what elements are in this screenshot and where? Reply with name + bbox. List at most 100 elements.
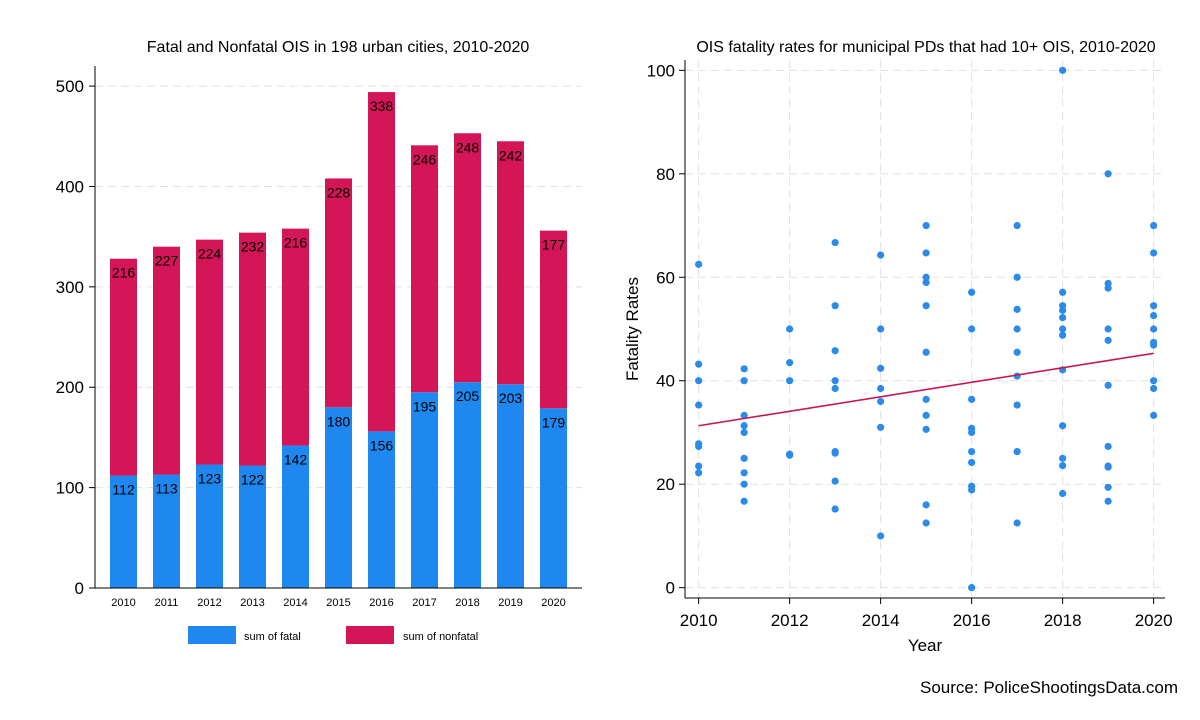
bar-nonfatal (239, 232, 266, 466)
scatter-point (1059, 306, 1067, 314)
scatter-point (1013, 273, 1021, 281)
scatter-point (1150, 311, 1158, 320)
scatter-point (831, 477, 839, 485)
bar-fatal (497, 384, 524, 588)
scatter-point (1104, 463, 1112, 471)
scatter-point (740, 497, 748, 505)
bar-nonfatal-value-label: 216 (112, 265, 136, 281)
bar-fatal-value-label: 179 (542, 414, 566, 430)
scatter-point (695, 377, 703, 385)
scatter-point (786, 377, 794, 385)
scatter-point (1104, 170, 1112, 178)
scatter-chart: OIS fatality rates for municipal PDs tha… (623, 39, 1173, 655)
scatter-point (695, 401, 703, 409)
scatter-point (1150, 221, 1158, 230)
bar-nonfatal (282, 228, 309, 446)
bar-x-tick-label: 2010 (111, 597, 135, 609)
bar-fatal-value-label: 156 (370, 437, 394, 453)
bar-nonfatal (497, 141, 524, 385)
bar-nonfatal-value-label: 248 (456, 139, 480, 155)
bar-fatal-value-label: 142 (284, 451, 308, 467)
scatter-point (740, 480, 748, 488)
bar-y-tick-label: 100 (56, 479, 84, 498)
scatter-y-tick-label: 100 (647, 61, 675, 80)
scatter-point (1059, 314, 1067, 322)
scatter-point (786, 359, 794, 367)
scatter-point (922, 395, 930, 403)
bar-fatal (540, 408, 567, 588)
scatter-point (786, 451, 794, 459)
scatter-point (922, 278, 930, 287)
scatter-point (740, 377, 748, 385)
scatter-point (831, 377, 839, 385)
scatter-point (1059, 422, 1067, 430)
bar-x-tick-label: 2013 (240, 597, 264, 609)
scatter-point (1059, 66, 1067, 74)
scatter-y-tick-label: 20 (656, 475, 675, 494)
scatter-x-tick-label: 2014 (862, 611, 900, 630)
bar-fatal-value-label: 203 (499, 390, 523, 406)
bar-nonfatal (110, 258, 137, 476)
bar-nonfatal-value-label: 232 (241, 239, 265, 255)
scatter-point (1150, 411, 1158, 419)
scatter-point (922, 302, 930, 310)
scatter-point (695, 260, 703, 268)
scatter-point (1150, 341, 1158, 349)
bar-fatal-value-label: 195 (413, 398, 437, 414)
scatter-point (1013, 325, 1021, 333)
scatter-point (1150, 384, 1158, 393)
scatter-point (1059, 461, 1067, 470)
bar-fatal-value-label: 180 (327, 413, 351, 429)
scatter-point (740, 365, 748, 373)
scatter-point (922, 519, 930, 527)
scatter-y-axis-label: Fatality Rates (623, 277, 642, 381)
scatter-chart-trend (698, 352, 1154, 427)
bar-nonfatal-value-label: 216 (284, 235, 308, 251)
scatter-point (877, 423, 885, 431)
bar-x-tick-label: 2015 (326, 597, 350, 609)
scatter-point (740, 469, 748, 477)
bar-nonfatal (454, 133, 481, 383)
scatter-chart-title: OIS fatality rates for municipal PDs tha… (696, 39, 1155, 56)
scatter-point (695, 469, 703, 477)
scatter-point (831, 302, 839, 310)
scatter-point (877, 384, 885, 393)
scatter-point (922, 273, 930, 281)
scatter-point (831, 239, 839, 247)
legend-label-nonfatal: sum of nonfatal (403, 631, 478, 643)
scatter-x-tick-label: 2020 (1135, 611, 1173, 630)
bar-nonfatal (411, 145, 438, 393)
scatter-point (1104, 497, 1112, 505)
scatter-point (1104, 325, 1112, 333)
bar-nonfatal-value-label: 224 (198, 246, 222, 262)
scatter-point (786, 325, 794, 333)
scatter-point (968, 448, 976, 456)
scatter-point (1059, 325, 1067, 333)
scatter-x-tick-label: 2012 (771, 611, 809, 630)
bar-x-tick-label: 2017 (412, 597, 436, 609)
bar-nonfatal (540, 230, 567, 409)
scatter-y-tick-label: 0 (666, 579, 675, 598)
scatter-point (968, 428, 976, 437)
scatter-x-axis-label: Year (908, 636, 943, 655)
scatter-point (877, 325, 885, 333)
bar-x-tick-label: 2011 (155, 597, 179, 609)
scatter-point (1104, 284, 1112, 292)
scatter-point (695, 462, 703, 470)
bar-fatal (196, 464, 223, 588)
bar-nonfatal-value-label: 227 (155, 253, 179, 269)
legend-label-fatal: sum of fatal (244, 631, 301, 643)
scatter-point (968, 486, 976, 494)
scatter-y-tick-label: 60 (656, 268, 675, 287)
scatter-point (740, 411, 748, 419)
scatter-point (877, 397, 885, 406)
bar-fatal-value-label: 113 (155, 481, 178, 497)
scatter-point (1059, 489, 1067, 498)
bar-nonfatal-value-label: 338 (370, 98, 394, 114)
bar-chart-bars: 112 216 113 227 123 224 122 232 142 216 180 228 156 3… (110, 92, 567, 588)
scatter-point (1150, 377, 1158, 385)
scatter-point (968, 458, 976, 467)
bar-fatal (325, 407, 352, 588)
bar-nonfatal (196, 239, 223, 465)
scatter-point (968, 395, 976, 403)
